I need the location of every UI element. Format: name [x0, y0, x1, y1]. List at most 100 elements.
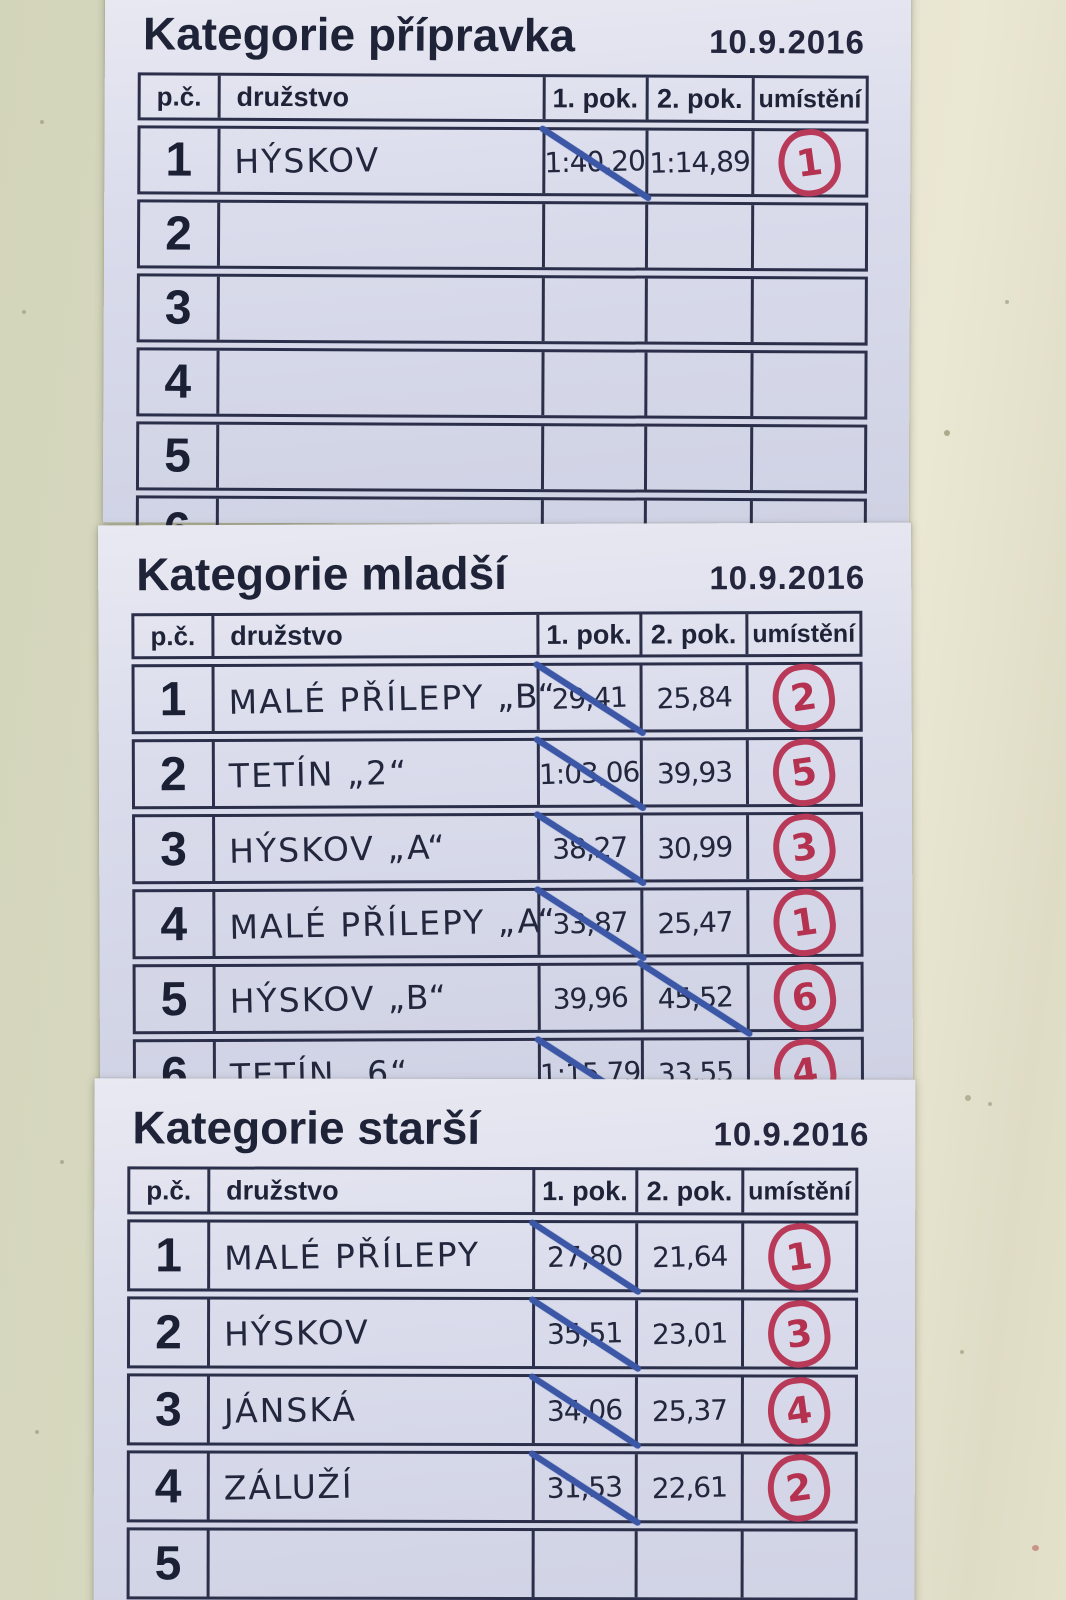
col-header-pc: p.č.: [150, 620, 196, 651]
attempt2-cell: 1:14,89: [644, 130, 752, 195]
attempt1-cell: 38,27: [532, 810, 647, 888]
col-header-placement: umístění: [740, 1170, 856, 1213]
table-header-row: p.č. družstvo 1. pok. 2. pok. umístění: [131, 610, 863, 660]
row-number: 4: [160, 897, 188, 951]
placement-circle: 4: [763, 1373, 835, 1448]
attempt1-cell: [540, 352, 645, 416]
table-title: Kategorie starší: [132, 1101, 481, 1154]
attempt2-time: 39,93: [655, 754, 733, 790]
results-sheet-mladsi: Kategorie mladší 10.9.2016 p.č. družstvo…: [98, 522, 913, 1113]
cross-out-stroke: [636, 959, 754, 1038]
table-date: 10.9.2016: [713, 1115, 870, 1153]
attempt2-cell: 25,37: [634, 1377, 741, 1444]
placement-cell: 6: [746, 959, 861, 1035]
team-name: MALÉ PŘÍLEPY: [223, 1234, 481, 1278]
table-row: 2 TETÍN „2“ 1:03,06 39,93 5: [131, 734, 864, 813]
placement-cell: [750, 205, 866, 269]
attempt2-time: 25,47: [656, 904, 733, 940]
wall-speck: [965, 1095, 971, 1101]
placement-number: 1: [788, 898, 821, 946]
col-header-attempt1: 1. pok.: [531, 1170, 636, 1213]
placement-number: 2: [788, 673, 820, 721]
placement-cell: 5: [745, 734, 861, 810]
attempt1-cell: [541, 278, 645, 342]
attempt2-cell: [643, 426, 750, 491]
col-header-team: družstvo: [207, 1169, 532, 1213]
row-number: 1: [165, 133, 193, 187]
row-number: 2: [155, 1305, 182, 1359]
placement-cell: 4: [740, 1373, 855, 1448]
attempt1-cell: 39,96: [537, 965, 641, 1030]
table-row: 3: [136, 273, 868, 346]
sheet-header: Kategorie mladší 10.9.2016: [98, 523, 911, 608]
placement-cell: [740, 1531, 855, 1598]
cross-out-stroke: [527, 1449, 642, 1527]
team-cell: TETÍN „2“: [211, 740, 537, 807]
wall-speck: [1005, 300, 1009, 304]
team-cell: [216, 276, 542, 342]
col-header-attempt2: 2. pok.: [634, 1170, 741, 1213]
cross-out-stroke: [527, 1295, 642, 1373]
sheet-header: Kategorie přípravka 10.9.2016: [105, 0, 911, 70]
attempt2-time: 23,01: [651, 1315, 728, 1351]
attempt1-cell: [540, 426, 644, 490]
table-row: 4 ZÁLUŽÍ 31,53 22,61 2: [126, 1449, 858, 1527]
team-name: ZÁLUŽÍ: [223, 1466, 354, 1508]
team-name: MALÉ PŘÍLEPY „A“: [228, 900, 558, 947]
attempt2-cell: 22,61: [634, 1454, 741, 1521]
attempt2-cell: 23,01: [634, 1300, 741, 1367]
placement-number: 4: [783, 1387, 815, 1434]
attempt1-cell: 34,06: [527, 1372, 642, 1450]
placement-cell: 3: [740, 1296, 856, 1371]
placement-circle: 6: [769, 959, 841, 1035]
results-table: p.č. družstvo 1. pok. 2. pok. umístění 1…: [126, 1166, 859, 1600]
placement-cell: [749, 353, 865, 417]
col-header-team: družstvo: [217, 75, 543, 120]
results-sheet-pripravka: Kategorie přípravka 10.9.2016 p.č. družs…: [102, 0, 912, 568]
cross-out-stroke: [532, 660, 647, 738]
cross-out-stroke: [527, 1218, 642, 1296]
attempt2-cell: 39,93: [639, 740, 746, 805]
table-header-row: p.č. družstvo 1. pok. 2. pok. umístění: [127, 1166, 859, 1216]
placement-number: 1: [794, 139, 826, 186]
placement-circle: 2: [768, 659, 840, 735]
team-name: HÝSKOV: [233, 140, 381, 182]
team-cell: HÝSKOV „A“: [211, 815, 537, 882]
attempt2-cell: 25,47: [639, 890, 747, 955]
attempt1-cell: [531, 1531, 635, 1598]
row-number: 3: [154, 1382, 182, 1436]
results-table: p.č. družstvo 1. pok. 2. pok. umístění 1…: [135, 72, 869, 568]
team-cell: HÝSKOV: [206, 1299, 532, 1367]
placement-cell: 1: [745, 884, 861, 960]
table-row: 5: [135, 421, 868, 494]
table-row: 4 MALÉ PŘÍLEPY „A“ 33,87 25,47 1: [132, 884, 864, 963]
wall-speck: [944, 430, 950, 436]
attempt1-cell: 35,51: [527, 1295, 642, 1373]
attempt2-cell: [644, 204, 751, 269]
attempt1-cell: 33,87: [532, 885, 648, 963]
placement-cell: [750, 279, 865, 343]
cross-out-stroke: [527, 1372, 642, 1450]
attempt2-time: 22,61: [650, 1469, 727, 1505]
team-name: HÝSKOV „A“: [228, 826, 447, 871]
table-row: 1 MALÉ PŘÍLEPY „B“ 29,41 25,84 2: [131, 659, 863, 738]
placement-circle: 1: [774, 125, 845, 201]
table-header-row: p.č. družstvo 1. pok. 2. pok. umístění: [137, 72, 869, 124]
team-cell: [216, 350, 542, 416]
placement-circle: 2: [763, 1450, 835, 1525]
results-table: p.č. družstvo 1. pok. 2. pok. umístění 1…: [131, 610, 865, 1113]
placement-number: 5: [788, 748, 821, 796]
row-number: 5: [160, 972, 188, 1026]
placement-circle: 3: [764, 1296, 835, 1371]
row-number: 3: [164, 281, 192, 335]
row-number: 1: [155, 1228, 182, 1282]
sheet-header: Kategorie starší 10.9.2016: [94, 1078, 915, 1161]
placement-circle: 1: [769, 884, 841, 960]
table-row: 3 HÝSKOV „A“ 38,27 30,99 3: [132, 809, 864, 888]
placement-cell: 1: [740, 1219, 856, 1294]
col-header-attempt2: 2. pok.: [639, 614, 746, 655]
attempt2-cell: [644, 278, 751, 343]
attempt2-cell: 30,99: [639, 815, 746, 880]
wall-speck: [988, 1102, 992, 1106]
wall-speck: [60, 1160, 64, 1164]
